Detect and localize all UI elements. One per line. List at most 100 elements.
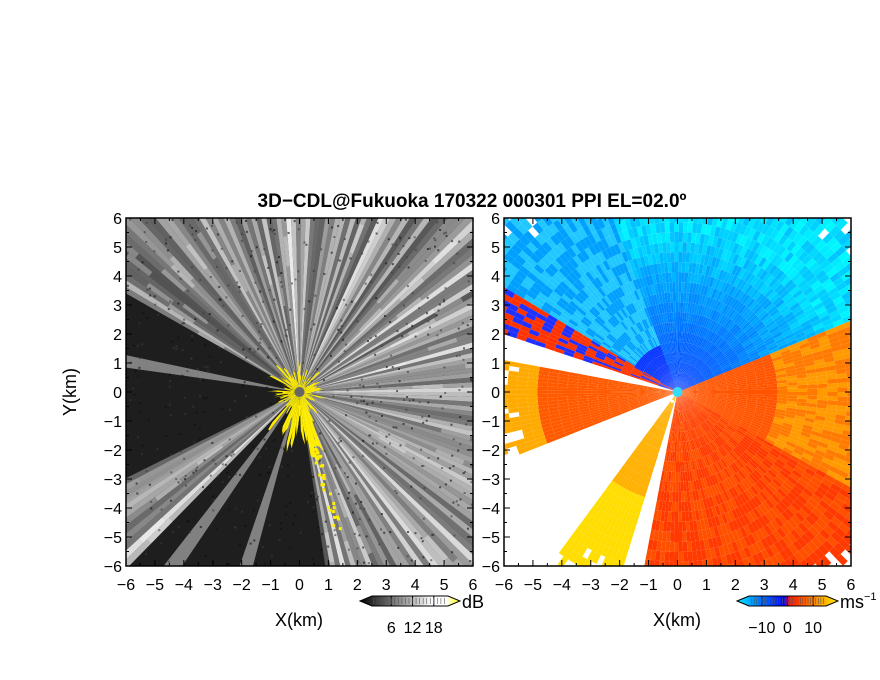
velocity-range-gate	[627, 394, 638, 397]
snr-noise-pixel	[192, 405, 194, 408]
velocity-range-gate	[702, 353, 710, 362]
velocity-range-gate	[649, 338, 655, 348]
velocity-range-gate	[564, 236, 575, 248]
velocity-range-gate	[813, 301, 825, 311]
velocity-range-gate	[739, 548, 748, 560]
snr-noise-pixel	[363, 561, 365, 564]
velocity-range-gate	[724, 272, 732, 283]
velocity-range-gate	[567, 399, 578, 403]
velocity-range-gate	[826, 237, 838, 249]
velocity-range-gate	[620, 407, 631, 413]
velocity-range-gate	[634, 335, 642, 345]
velocity-range-gate	[750, 196, 759, 207]
velocity-range-gate	[760, 223, 771, 235]
velocity-range-gate	[529, 413, 540, 420]
velocity-range-gate	[578, 321, 589, 330]
velocity-range-gate	[731, 264, 739, 276]
velocity-range-gate	[755, 293, 765, 303]
velocity-range-gate	[829, 547, 841, 559]
velocity-range-gate	[745, 579, 754, 590]
velocity-range-gate	[674, 352, 676, 363]
snr-noise-pixel	[177, 525, 180, 528]
snr-noise-pixel	[145, 221, 148, 224]
velocity-range-gate	[708, 276, 715, 288]
velocity-range-gate	[672, 441, 676, 452]
velocity-range-gate	[718, 587, 726, 598]
velocity-range-gate	[742, 308, 752, 318]
velocity-range-gate	[617, 487, 626, 498]
velocity-range-gate	[639, 309, 646, 320]
velocity-range-gate	[600, 311, 610, 321]
velocity-range-gate	[806, 311, 818, 320]
velocity-range-gate	[641, 164, 649, 175]
velocity-range-gate	[692, 253, 698, 264]
snr-noise-pixel	[310, 471, 313, 474]
snr-noise-pixel	[418, 401, 421, 404]
velocity-range-gate	[671, 441, 674, 452]
velocity-range-gate	[686, 381, 695, 388]
snr-high-value-region	[299, 392, 317, 436]
snr-beam-bright-segment	[376, 278, 399, 304]
snr-noise-pixel	[350, 300, 353, 303]
velocity-range-gate	[795, 366, 806, 372]
snr-beam-bright-segment	[182, 303, 209, 325]
velocity-range-gate	[817, 201, 828, 213]
velocity-range-gate	[688, 262, 693, 273]
snr-high-value-region	[299, 392, 309, 396]
velocity-range-gate	[543, 226, 555, 238]
velocity-range-gate	[606, 281, 615, 292]
velocity-range-gate	[676, 352, 678, 362]
velocity-rays-layer	[478, 164, 870, 598]
velocity-range-gate	[683, 491, 688, 502]
velocity-range-gate	[663, 333, 667, 344]
velocity-range-gate	[685, 379, 694, 386]
snr-noise-pixel	[142, 311, 145, 314]
velocity-range-gate	[694, 358, 701, 368]
snr-beam-bright-segment	[465, 362, 473, 369]
velocity-range-gate	[708, 496, 715, 508]
velocity-range-gate	[478, 405, 488, 411]
velocity-range-gate	[691, 439, 696, 450]
snr-noise-pixel	[334, 467, 337, 470]
snr-noise-pixel	[422, 465, 425, 467]
velocity-range-gate	[767, 171, 777, 183]
velocity-range-gate	[695, 438, 701, 448]
velocity-range-gate	[507, 384, 518, 390]
velocity-range-gate	[578, 376, 589, 381]
velocity-range-gate	[635, 278, 643, 289]
velocity-range-gate	[835, 368, 847, 375]
velocity-range-gate	[684, 272, 689, 283]
velocity-range-gate	[650, 378, 660, 384]
snr-high-value-region	[293, 374, 300, 392]
velocity-range-gate	[732, 326, 742, 336]
velocity-range-gate	[686, 384, 697, 389]
velocity-range-gate	[657, 391, 668, 392]
velocity-range-gate	[858, 243, 870, 254]
snr-high-value-region	[278, 375, 300, 392]
velocity-range-gate	[722, 345, 732, 354]
snr-noise-pixel	[269, 228, 272, 231]
snr-noise-pixel	[352, 511, 354, 514]
velocity-range-gate	[731, 530, 740, 542]
velocity-range-gate	[478, 320, 489, 329]
velocity-range-gate	[601, 324, 611, 334]
snr-beam	[299, 218, 432, 392]
velocity-range-gate	[776, 373, 787, 379]
velocity-range-gate	[640, 357, 649, 365]
velocity-range-gate	[552, 245, 563, 257]
velocity-range-gate	[678, 232, 684, 243]
velocity-range-gate	[662, 354, 667, 365]
velocity-range-gate	[603, 360, 614, 367]
velocity-range-gate	[595, 352, 606, 359]
velocity-range-gate	[607, 350, 618, 358]
velocity-range-gate	[527, 397, 538, 403]
velocity-range-gate	[797, 279, 808, 290]
velocity-range-gate	[728, 297, 737, 308]
velocity-range-gate	[504, 427, 513, 434]
velocity-range-gate	[631, 338, 640, 347]
velocity-range-gate	[666, 342, 670, 353]
velocity-range-gate	[620, 488, 628, 500]
velocity-range-gate	[788, 342, 799, 350]
velocity-range-gate	[695, 304, 701, 315]
